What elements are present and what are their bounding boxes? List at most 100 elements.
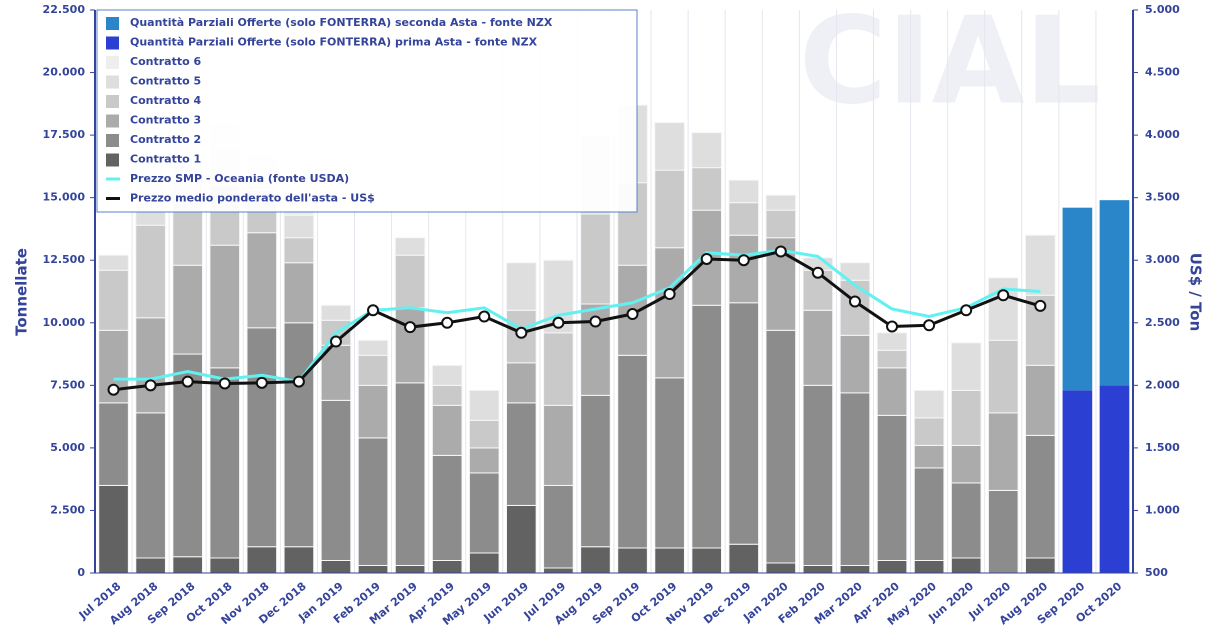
bar-segment: [246, 232, 278, 329]
bar-segment: [839, 262, 871, 281]
bar-segment: [468, 472, 500, 554]
y2-tick-label: 2.000: [1145, 378, 1180, 391]
bar-segment: [950, 389, 982, 446]
bar-segment: [431, 454, 463, 561]
bar-segment: [580, 213, 611, 305]
line-marker: [997, 289, 1010, 302]
bar-segment: [283, 214, 315, 239]
line-marker: [255, 376, 268, 389]
legend-swatch: [106, 36, 119, 50]
bar-segment: [617, 354, 648, 549]
bar-segment: [691, 304, 723, 549]
bar-segment: [654, 547, 685, 574]
legend-swatch: [106, 56, 119, 69]
bar-segment: [728, 202, 760, 236]
bar-segment: [394, 382, 426, 566]
y-tick-label: 10.000: [43, 316, 86, 329]
y-tick-label: 2.500: [50, 503, 85, 516]
bar-segment: [691, 132, 723, 169]
bar-segment: [394, 254, 426, 309]
line-marker: [552, 316, 565, 329]
y-tick-label: 22.500: [43, 3, 86, 16]
bar-segment: [320, 559, 352, 574]
watermark: CIAL: [799, 0, 1101, 132]
bar-segment: [765, 329, 797, 564]
y2-tick-label: 2.500: [1145, 316, 1180, 329]
line-marker: [404, 321, 417, 334]
bar-segment: [802, 309, 834, 386]
y2-tick-label: 3.500: [1145, 191, 1180, 204]
bar-segment: [431, 559, 463, 574]
bar-segment: [802, 384, 834, 566]
bar-segment: [580, 394, 611, 548]
bar-segment: [209, 244, 241, 369]
bar-segment: [431, 404, 463, 456]
y-tick-label: 0: [77, 566, 85, 579]
bar-segment: [209, 557, 241, 574]
bar-segment: [950, 482, 982, 559]
bar-segment: [1024, 234, 1056, 296]
bar-segment: [950, 557, 982, 574]
y2-tick-label: 1.000: [1145, 503, 1180, 516]
legend-label: Contratto 1: [130, 153, 201, 166]
bar-segment: [283, 237, 315, 264]
line-marker: [367, 304, 380, 317]
line-marker: [589, 315, 602, 328]
bar-segment: [1099, 385, 1130, 573]
bar-segment: [1024, 557, 1056, 574]
bar-segment: [987, 339, 1019, 414]
bar-segment: [950, 342, 982, 391]
line-marker: [663, 288, 676, 301]
bar-segment: [802, 564, 834, 574]
bar-segment: [431, 384, 463, 406]
line-marker: [181, 375, 194, 388]
bar-segment: [691, 547, 723, 574]
legend-label: Quantità Parziali Offerte (solo FONTERRA…: [130, 36, 538, 49]
bar-segment: [1062, 207, 1093, 391]
legend-swatch: [106, 134, 119, 147]
bar-segment: [728, 543, 760, 574]
y2-axis-label: US$ / Ton: [1187, 253, 1205, 332]
line-marker: [144, 379, 157, 392]
bar-segment: [357, 437, 389, 566]
bar-segment: [505, 402, 537, 506]
y-tick-label: 15.000: [43, 191, 86, 204]
bar-segment: [802, 269, 834, 311]
bar-segment: [543, 567, 574, 574]
bar-segment: [505, 362, 537, 404]
bar-segment: [394, 564, 426, 574]
legend-label: Contratto 2: [130, 133, 201, 146]
bar-segment: [987, 412, 1019, 491]
bar-segment: [468, 419, 500, 449]
bar-segment: [468, 552, 500, 574]
bar-segment: [987, 489, 1019, 574]
bar-segment: [246, 327, 278, 548]
bar-segment: [98, 269, 129, 331]
bar-segment: [580, 546, 611, 574]
line-marker: [700, 252, 713, 265]
legend-label: Contratto 5: [130, 75, 201, 88]
line-marker: [1034, 299, 1047, 312]
bar-segment: [320, 399, 352, 561]
legend-swatch: [106, 95, 119, 108]
bar-segment: [876, 349, 908, 369]
bar-segment: [98, 402, 129, 486]
bar-segment: [654, 377, 685, 549]
legend-label: Quantità Parziali Offerte (solo FONTERRA…: [130, 16, 553, 29]
bar-segment: [320, 344, 352, 401]
y2-tick-label: 4.000: [1145, 128, 1180, 141]
y-axis-label: Tonnellate: [13, 248, 31, 336]
line-marker: [292, 375, 305, 388]
bar-segment: [135, 412, 166, 559]
bar-segment: [654, 169, 685, 249]
bar-segment: [1062, 390, 1093, 573]
bar-segment: [543, 484, 574, 569]
bar-segment: [1099, 200, 1130, 386]
bar-segment: [135, 317, 166, 414]
line-marker: [960, 304, 973, 317]
bar-segment: [357, 354, 389, 386]
bar-segment: [320, 304, 352, 321]
bar-segment: [839, 564, 871, 574]
bar-segment: [283, 546, 315, 574]
